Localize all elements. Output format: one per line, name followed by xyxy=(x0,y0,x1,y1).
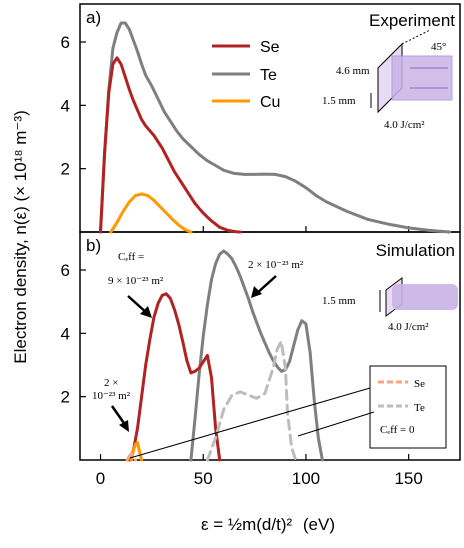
panel-a-legend: Se Te Cu xyxy=(212,39,280,111)
legend-label-te-dash: Te xyxy=(414,402,425,414)
schematic-fluence: 4.0 J/cm² xyxy=(384,119,425,131)
panel-a-ytick-label-2: 2 xyxy=(61,160,70,179)
laser-beam xyxy=(391,55,453,101)
panel-a-ytick-label-6: 6 xyxy=(61,33,70,52)
schematic-width: 4.6 mm xyxy=(336,65,370,77)
cu-ceff-arrowhead xyxy=(119,420,129,432)
x-axis-label-unit: (eV) xyxy=(303,515,335,534)
angle-guide xyxy=(401,29,431,45)
panel-a-series xyxy=(99,21,452,234)
schematic-height: 1.5 mm xyxy=(322,95,356,107)
legend-note: Cₑff = 0 xyxy=(380,424,415,436)
pointer-line-te xyxy=(297,411,375,437)
panel-b-series xyxy=(125,249,324,462)
legend-label-te: Te xyxy=(260,67,277,84)
xtick-label-0: 0 xyxy=(96,469,105,488)
pointer-line-se xyxy=(129,387,371,459)
x-tick-labels: 0 50 100 150 xyxy=(96,469,423,488)
panel-b-ytick-label-4: 4 xyxy=(61,324,70,343)
se-ceff-value: 9 × 10⁻²³ m² xyxy=(108,275,164,287)
panel-a-schematic: 45° 4.6 mm 1.5 mm 4.0 J/cm² xyxy=(322,29,453,131)
legend-label-cu: Cu xyxy=(260,94,280,111)
panel-b-ytick-label-6: 6 xyxy=(61,261,70,280)
panel-b-ytick-label-2: 2 xyxy=(61,388,70,407)
legend-label-se-dash: Se xyxy=(414,378,425,390)
panel-b-series-se xyxy=(127,292,222,462)
x-axis-label-main: ε = ½m(d/t)² xyxy=(201,515,293,534)
te-ceff-arrowhead xyxy=(251,286,262,298)
panel-a-title: Experiment xyxy=(369,11,455,30)
panel-a-series-cu xyxy=(109,192,193,234)
se-ceff-arrowhead xyxy=(140,306,152,318)
schematic-height-b: 1.5 mm xyxy=(322,295,356,307)
panel-a-series-se xyxy=(99,56,242,234)
panel-b-series-te-ceff-0 xyxy=(205,339,298,462)
panel-b-series-te xyxy=(189,249,324,462)
panel-b-series-cu xyxy=(129,441,144,462)
ceff-label: Cₑff = xyxy=(118,251,144,263)
panel-b-ticks: 2 4 6 xyxy=(61,261,410,460)
xtick-label-150: 150 xyxy=(394,469,422,488)
schematic-fluence-b: 4.0 J/cm² xyxy=(388,321,429,333)
legend-label-se: Se xyxy=(260,39,280,56)
schematic-angle: 45° xyxy=(431,41,446,53)
panel-a-ytick-label-4: 4 xyxy=(61,96,70,115)
x-axis-label: ε = ½m(d/t)² (eV) xyxy=(201,515,335,534)
xtick-label-100: 100 xyxy=(292,469,320,488)
te-ceff-value: 2 × 10⁻²³ m² xyxy=(248,259,304,271)
xtick-label-50: 50 xyxy=(194,469,213,488)
panel-b-frame xyxy=(79,231,461,461)
panel-b-series-se-ceff-0 xyxy=(125,452,137,462)
te-ceff-arrow xyxy=(255,275,277,295)
cu-ceff-value-1: 2 × xyxy=(104,377,118,389)
panel-b-title: Simulation xyxy=(376,241,455,260)
y-axis-label: Electron density, n(ε) (× 10¹⁸ m⁻³) xyxy=(11,110,30,363)
laser-beam-b xyxy=(392,284,458,310)
panel-a-letter: a) xyxy=(86,8,101,27)
cu-ceff-value-2: 10⁻²³ m² xyxy=(92,390,131,402)
panel-a-series-te xyxy=(99,21,452,234)
panel-b-schematic: 1.5 mm 4.0 J/cm² xyxy=(322,277,458,333)
panel-b-letter: b) xyxy=(86,236,101,255)
panel-b-legend: Se Te Cₑff = 0 xyxy=(129,365,447,459)
panel-b-annotations: Cₑff = 9 × 10⁻²³ m² 2 × 10⁻²³ m² 2 × 10⁻… xyxy=(92,251,304,432)
